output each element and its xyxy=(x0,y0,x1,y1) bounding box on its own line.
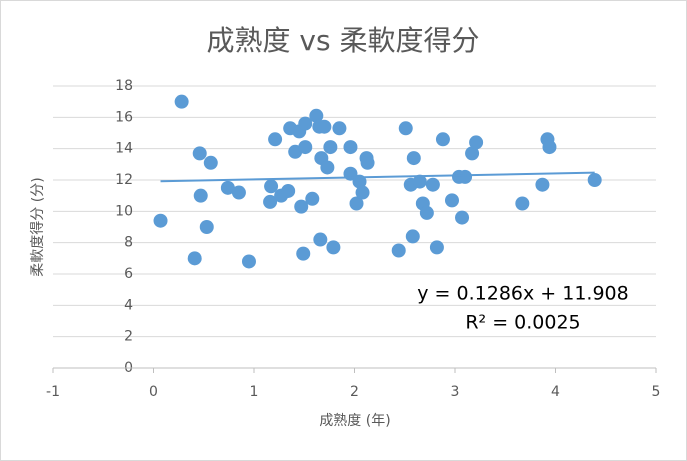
point xyxy=(465,146,480,161)
point xyxy=(193,188,208,203)
point xyxy=(309,108,324,123)
point xyxy=(241,254,256,269)
point xyxy=(313,232,328,247)
point xyxy=(320,160,335,175)
point xyxy=(192,146,207,161)
point xyxy=(174,94,189,109)
point xyxy=(429,240,444,255)
x-tick-label: 2 xyxy=(350,384,359,400)
y-tick-label: 2 xyxy=(124,329,133,345)
point xyxy=(263,194,278,209)
point xyxy=(360,155,375,170)
point xyxy=(412,174,427,189)
y-tick-label: 18 xyxy=(115,78,133,94)
y-tick-label: 6 xyxy=(124,266,133,282)
point xyxy=(317,119,332,134)
point xyxy=(587,173,602,187)
x-tick-label: 0 xyxy=(149,384,158,400)
point xyxy=(231,185,246,200)
trendline-r2: R² = 0.0025 xyxy=(465,312,580,334)
point xyxy=(469,135,484,150)
point xyxy=(332,121,347,136)
point xyxy=(391,243,406,258)
point xyxy=(455,210,470,225)
point xyxy=(535,177,550,192)
y-tick-label: 14 xyxy=(115,141,133,157)
point xyxy=(323,140,338,155)
point xyxy=(298,140,313,155)
point xyxy=(343,140,358,155)
x-tick-label: 3 xyxy=(451,384,460,400)
x-axis-label: 成熟度 (年) xyxy=(319,413,390,429)
y-tick-label: 4 xyxy=(124,297,133,313)
point xyxy=(296,246,311,261)
y-tick-label: 8 xyxy=(124,235,133,251)
x-tick-label: 5 xyxy=(652,384,661,400)
point xyxy=(199,220,214,234)
point xyxy=(220,180,235,195)
point xyxy=(203,155,218,170)
point xyxy=(294,199,309,214)
point xyxy=(398,121,413,136)
point xyxy=(405,229,420,244)
point xyxy=(305,191,320,206)
point xyxy=(419,205,434,220)
y-tick-label: 16 xyxy=(115,109,133,125)
point xyxy=(298,116,313,131)
y-tick-label: 12 xyxy=(115,172,133,188)
point xyxy=(153,213,168,228)
point xyxy=(444,193,459,208)
x-tick-label: -1 xyxy=(46,384,60,400)
x-tick-label: 1 xyxy=(250,384,259,400)
point xyxy=(425,177,440,192)
point xyxy=(515,196,530,211)
chart-title: 成熟度 vs 柔軟度得分 xyxy=(207,24,480,57)
point xyxy=(281,183,296,198)
trendline-equation: y = 0.1286x + 11.908 xyxy=(417,283,628,305)
point xyxy=(355,185,370,200)
point xyxy=(264,179,279,194)
point xyxy=(349,196,364,211)
y-axis-label: 柔軟度得分 (分) xyxy=(29,177,46,276)
point xyxy=(458,169,473,184)
point xyxy=(542,140,557,155)
point xyxy=(326,240,341,255)
point xyxy=(187,251,202,266)
x-tick-label: 4 xyxy=(551,384,560,400)
point xyxy=(268,132,283,147)
point xyxy=(406,151,421,166)
point xyxy=(435,132,450,147)
trendline xyxy=(160,171,595,183)
y-tick-label: 10 xyxy=(115,203,133,219)
